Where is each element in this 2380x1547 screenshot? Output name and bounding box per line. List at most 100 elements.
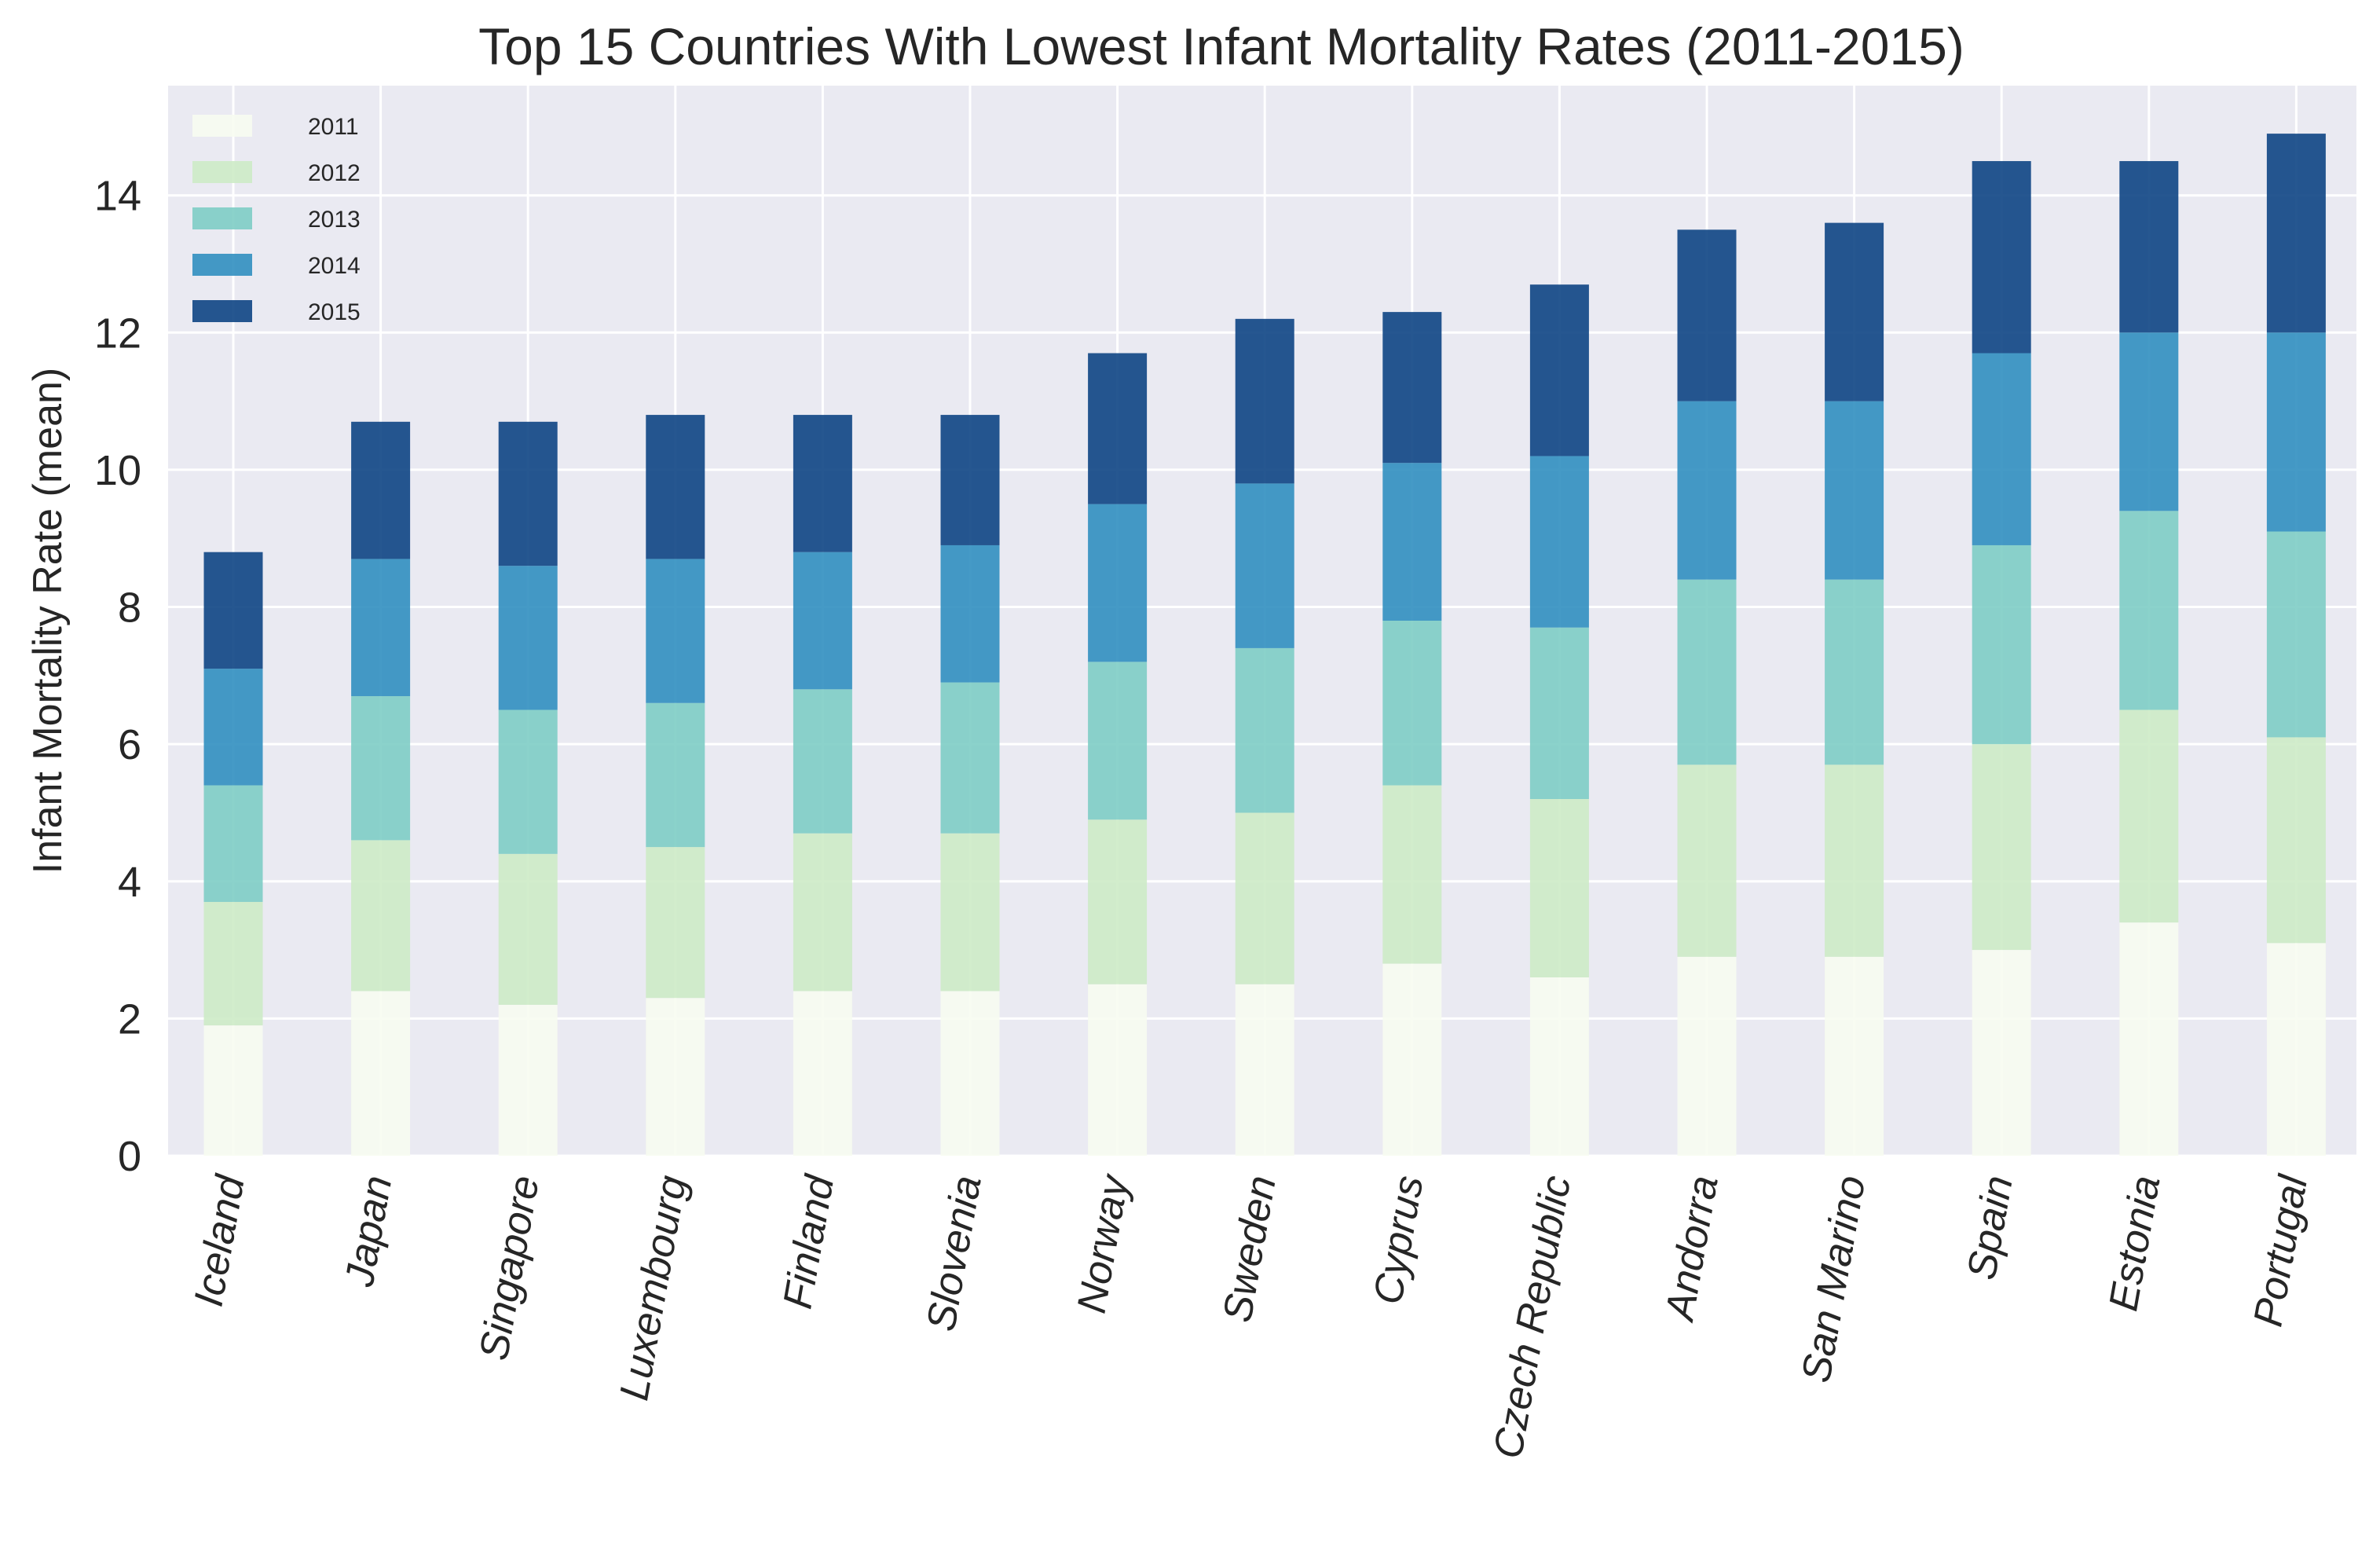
bar-segment-2013-iceland [203, 785, 263, 902]
bar-segment-2011-czech-republic [1529, 977, 1589, 1156]
bar-segment-2013-norway [1088, 662, 1148, 820]
legend-swatch-2014 [192, 254, 252, 276]
x-tick-label: Andorra [1657, 1172, 1727, 1325]
bar-segment-2015-andorra [1677, 229, 1737, 401]
y-tick-label: 6 [118, 721, 141, 768]
bars [203, 134, 2326, 1156]
x-tick-label: Iceland [186, 1171, 254, 1310]
bar-segment-2011-luxembourg [646, 998, 705, 1156]
bar-segment-2015-singapore [498, 421, 558, 566]
x-tick-label: Singapore [471, 1172, 548, 1364]
bar-segment-2012-andorra [1677, 764, 1737, 957]
bar-segment-2014-finland [793, 552, 852, 690]
legend-swatch-2013 [192, 207, 252, 229]
bar-segment-2012-spain [1972, 744, 2031, 951]
bar-segment-2013-japan [351, 696, 411, 841]
x-tick-label: Spain [1959, 1172, 2022, 1283]
bar-segment-2013-andorra [1677, 579, 1737, 765]
bar-segment-2014-slovenia [940, 544, 1000, 683]
bar-segment-2013-estonia [2119, 511, 2179, 710]
bar-segment-2011-japan [351, 991, 411, 1156]
bar-segment-2015-estonia [2119, 161, 2179, 333]
bar-segment-2015-finland [793, 415, 852, 552]
x-tick-label: Portugal [2245, 1171, 2316, 1330]
bar-segment-2014-estonia [2119, 332, 2179, 511]
bar-segment-2015-san-marino [1825, 222, 1884, 401]
legend-label-2015: 2015 [308, 299, 361, 325]
bar-segment-2015-portugal [2266, 134, 2326, 333]
x-tick-label: San Marino [1793, 1172, 1874, 1386]
bar-segment-2011-finland [793, 991, 852, 1156]
bar-segment-2013-luxembourg [646, 702, 705, 848]
bar-segment-2015-luxembourg [646, 415, 705, 559]
legend-swatch-2012 [192, 161, 252, 183]
x-tick-label: Sweden [1214, 1172, 1285, 1325]
legend-label-2011: 2011 [308, 114, 359, 140]
y-tick-label: 10 [94, 447, 141, 494]
bar-segment-2011-cyprus [1382, 963, 1442, 1156]
bar-segment-2011-norway [1088, 984, 1148, 1156]
bar-segment-2011-singapore [498, 1004, 558, 1156]
y-tick-label: 0 [118, 1133, 141, 1180]
bar-segment-2012-portugal [2266, 737, 2326, 944]
legend-label-2013: 2013 [308, 207, 361, 233]
chart-title: Top 15 Countries With Lowest Infant Mort… [478, 17, 1964, 75]
y-axis-ticks: 0 2 4 6 8 10 12 14 [94, 173, 141, 1180]
bar-segment-2011-sweden [1235, 984, 1294, 1156]
bar-segment-2012-japan [351, 840, 411, 992]
x-tick-label: Slovenia [918, 1172, 990, 1335]
y-tick-label: 14 [94, 173, 141, 220]
y-tick-label: 2 [118, 995, 141, 1043]
bar-segment-2012-iceland [203, 901, 263, 1026]
bar-segment-2011-slovenia [940, 991, 1000, 1156]
bar-segment-2012-czech-republic [1529, 799, 1589, 977]
bar-segment-2013-cyprus [1382, 621, 1442, 786]
bar-segment-2012-finland [793, 833, 852, 992]
bar-segment-2013-singapore [498, 709, 558, 854]
bar-segment-2012-norway [1088, 819, 1148, 984]
x-tick-label: Cyprus [1365, 1172, 1433, 1307]
bar-segment-2015-sweden [1235, 318, 1294, 484]
bar-segment-2012-cyprus [1382, 785, 1442, 964]
bar-segment-2013-san-marino [1825, 579, 1884, 765]
bar-segment-2011-andorra [1677, 956, 1737, 1156]
bar-segment-2011-spain [1972, 950, 2031, 1156]
legend-swatch-2015 [192, 300, 252, 322]
bar-segment-2014-spain [1972, 353, 2031, 545]
x-tick-label: Luxembourg [611, 1172, 695, 1404]
bar-segment-2015-cyprus [1382, 312, 1442, 464]
legend: 2011 2012 2013 2014 2015 [192, 114, 361, 325]
bar-segment-2015-slovenia [940, 415, 1000, 545]
bar-segment-2011-san-marino [1825, 956, 1884, 1156]
bar-segment-2014-luxembourg [646, 559, 705, 703]
bar-segment-2011-portugal [2266, 943, 2326, 1156]
bar-segment-2015-norway [1088, 353, 1148, 504]
x-tick-label: Czech Republic [1485, 1172, 1580, 1462]
bar-segment-2014-portugal [2266, 332, 2326, 532]
legend-label-2012: 2012 [308, 160, 361, 186]
bar-segment-2012-singapore [498, 853, 558, 1005]
bar-segment-2013-sweden [1235, 647, 1294, 813]
x-tick-label: Estonia [2100, 1172, 2169, 1314]
legend-swatch-2011 [192, 115, 252, 137]
x-axis-ticks: Iceland Japan Singapore Luxembourg Finland Sl… [186, 1170, 2317, 1462]
bar-segment-2013-finland [793, 689, 852, 834]
y-tick-label: 8 [118, 585, 141, 632]
bar-segment-2013-portugal [2266, 531, 2326, 738]
bar-segment-2012-slovenia [940, 833, 1000, 992]
x-tick-label: Norway [1069, 1170, 1138, 1317]
x-tick-label: Japan [337, 1172, 401, 1291]
bar-segment-2014-singapore [498, 566, 558, 710]
x-tick-label: Finland [774, 1171, 843, 1312]
bar-segment-2012-sweden [1235, 812, 1294, 984]
bar-segment-2014-iceland [203, 669, 263, 786]
bar-segment-2013-spain [1972, 544, 2031, 745]
bar-segment-2013-czech-republic [1529, 627, 1589, 799]
bar-segment-2014-san-marino [1825, 401, 1884, 580]
y-axis-label: Infant Mortality Rate (mean) [25, 368, 71, 874]
bar-segment-2012-san-marino [1825, 764, 1884, 957]
y-tick-label: 4 [118, 859, 141, 906]
bar-segment-2014-sweden [1235, 483, 1294, 648]
bar-segment-2015-czech-republic [1529, 284, 1589, 456]
